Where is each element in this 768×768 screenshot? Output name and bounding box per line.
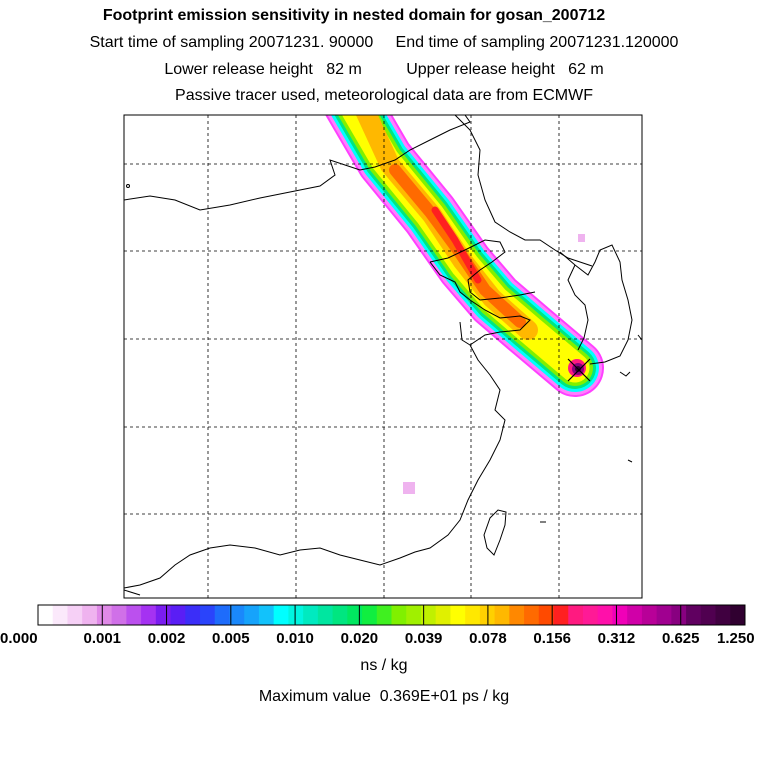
plot-title: Footprint emission sensitivity in nested… (102, 7, 606, 24)
colorbar-swatch (317, 605, 334, 625)
colorbar-tick-label: 0.001 (83, 630, 122, 647)
colorbar-swatch (332, 605, 348, 625)
release-heights: Lower release height 82 m Upper release … (164, 61, 604, 78)
colorbar-swatch (700, 605, 717, 625)
maximum-value: Maximum value 0.369E+01 ps / kg (258, 688, 510, 705)
colorbar-swatch (288, 605, 304, 625)
colorbar-swatch (450, 605, 466, 625)
colorbar-swatch (435, 605, 451, 625)
colorbar-swatch (244, 605, 260, 625)
colorbar-swatch (391, 605, 407, 625)
colorbar-frame (37, 604, 746, 626)
colorbar-unit: ns / kg (360, 657, 408, 674)
map-area (124, 115, 642, 598)
colorbar-swatch (376, 605, 392, 625)
colorbar-tick-label: 0.005 (212, 630, 250, 647)
footprint-plume (325, 115, 604, 494)
colorbar-swatch (553, 605, 569, 625)
colorbar-swatch (82, 605, 98, 625)
colorbar-swatch (273, 605, 289, 625)
colorbar-swatch (538, 605, 555, 625)
colorbar-swatch (347, 605, 363, 625)
colorbar-swatch (730, 605, 746, 625)
colorbar-tick-label: 0.312 (597, 630, 636, 647)
colorbar-swatch (67, 605, 83, 625)
colorbar-swatch (597, 605, 613, 625)
colorbar-swatch (582, 605, 599, 625)
receptor-marker (567, 358, 591, 382)
colorbar-swatch (671, 605, 687, 625)
colorbar-swatch (686, 605, 702, 625)
colorbar-swatch (111, 605, 127, 625)
colorbar-swatch (509, 605, 525, 625)
colorbar-swatch (524, 605, 540, 625)
colorbar-tick-label: 0.020 (340, 630, 379, 647)
colorbar-swatch (96, 605, 113, 625)
colorbar-swatch (200, 605, 216, 625)
colorbar-swatch (214, 605, 230, 625)
colorbar-swatch (494, 605, 510, 625)
colorbar-swatch (38, 605, 54, 625)
colorbar-tick-label: 0.000 (0, 630, 38, 647)
colorbar-swatch (627, 605, 643, 625)
colorbar-swatch (185, 605, 201, 625)
colorbar-swatch (568, 605, 584, 625)
colorbar-swatch (465, 605, 481, 625)
colorbar-tick-label: 0.625 (661, 630, 700, 647)
lat-lon-grid (124, 115, 642, 598)
colorbar-swatch (52, 605, 68, 625)
colorbar-swatch (155, 605, 172, 625)
colorbar-tick-label: 0.002 (147, 630, 186, 647)
sampling-times: Start time of sampling 20071231. 90000 E… (89, 34, 679, 51)
colorbar-swatch (258, 605, 275, 625)
colorbar-swatch (362, 605, 378, 625)
colorbar-tick-label: 0.039 (404, 630, 443, 647)
colorbar-swatch (612, 605, 628, 625)
colorbar-tick-label: 0.156 (533, 630, 571, 647)
colorbar-swatch (420, 605, 437, 625)
map-frame (123, 114, 643, 599)
colorbar-swatch (715, 605, 731, 625)
colorbar-swatch (656, 605, 672, 625)
colorbar-tick-label: 1.250 (717, 630, 755, 647)
colorbar-tick-label: 0.078 (469, 630, 507, 647)
colorbar-tick-label: 0.010 (276, 630, 314, 647)
colorbar-swatch (406, 605, 422, 625)
colorbar-swatch (229, 605, 245, 625)
coastlines (124, 115, 642, 596)
tracer-info: Passive tracer used, meteorological data… (175, 87, 593, 104)
colorbar-swatch (641, 605, 658, 625)
colorbar-swatch (126, 605, 142, 625)
colorbar-swatch (170, 605, 186, 625)
colorbar (37, 604, 746, 626)
colorbar-swatch (303, 605, 319, 625)
colorbar-swatch (141, 605, 157, 625)
